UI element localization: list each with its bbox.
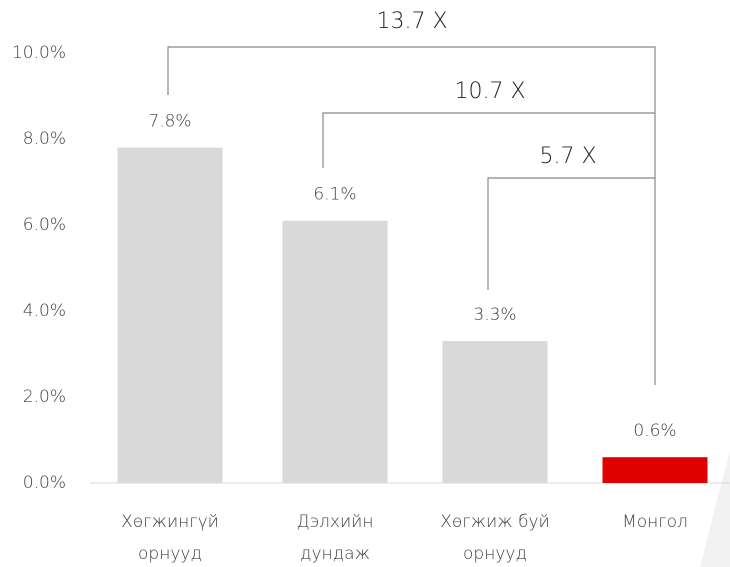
y-tick-label: 6.0% bbox=[23, 215, 66, 235]
annotation: 5.7 X bbox=[539, 144, 596, 169]
bracket bbox=[487, 177, 655, 290]
bar bbox=[282, 220, 388, 483]
x-tick-label: орнууд bbox=[138, 544, 202, 564]
bar bbox=[442, 341, 548, 483]
bracket bbox=[167, 46, 656, 385]
bracket bbox=[322, 112, 655, 168]
y-tick-label: 4.0% bbox=[23, 301, 66, 321]
bar bbox=[117, 147, 223, 483]
x-tick-label: Монгол bbox=[622, 512, 688, 532]
y-tick-label: 8.0% bbox=[23, 129, 66, 149]
y-tick-label: 2.0% bbox=[23, 387, 66, 407]
data-label: 3.3% bbox=[473, 305, 516, 325]
x-tick-label: Дэлхийн bbox=[297, 512, 374, 532]
annotation: 13.7 X bbox=[376, 9, 447, 34]
data-label: 0.6% bbox=[633, 421, 676, 441]
y-tick-label: 10.0% bbox=[12, 43, 66, 63]
y-tick-label: 0.0% bbox=[23, 473, 66, 493]
x-tick-label: Хөгжингүй bbox=[121, 512, 219, 532]
decoration bbox=[700, 450, 730, 567]
x-tick-label: дундаж bbox=[300, 544, 370, 564]
annotation: 10.7 X bbox=[454, 79, 525, 104]
data-label: 7.8% bbox=[148, 112, 191, 132]
x-tick-label: Хөгжиж буй bbox=[440, 512, 550, 532]
bar bbox=[602, 457, 708, 483]
data-label: 6.1% bbox=[313, 185, 356, 205]
x-tick-label: орнууд bbox=[463, 544, 527, 564]
